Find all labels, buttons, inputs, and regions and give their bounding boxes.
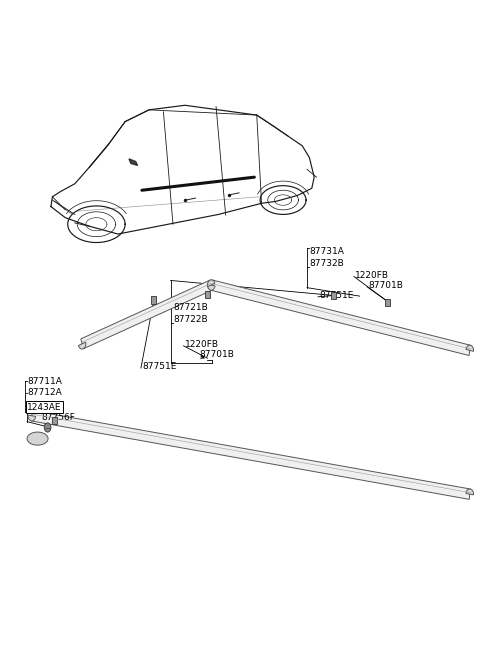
Text: 87731A: 87731A: [310, 247, 344, 256]
Text: 87701B: 87701B: [199, 350, 234, 359]
Text: 87721B: 87721B: [173, 303, 208, 312]
Text: 1243AE: 1243AE: [27, 403, 61, 412]
Bar: [331, 292, 336, 299]
Polygon shape: [129, 159, 138, 166]
Bar: [205, 291, 210, 298]
Polygon shape: [211, 280, 470, 356]
Polygon shape: [207, 280, 215, 287]
Bar: [52, 417, 57, 424]
Polygon shape: [28, 415, 36, 421]
Text: 87712A: 87712A: [27, 388, 62, 398]
Polygon shape: [466, 489, 474, 495]
Polygon shape: [466, 345, 474, 351]
Text: 87756F: 87756F: [41, 413, 75, 422]
Text: 87711A: 87711A: [27, 377, 62, 386]
Text: 87732B: 87732B: [310, 259, 344, 268]
Polygon shape: [78, 342, 86, 349]
Polygon shape: [27, 432, 48, 445]
Polygon shape: [31, 411, 470, 499]
Text: 87751E: 87751E: [319, 291, 353, 300]
Polygon shape: [207, 284, 215, 290]
Bar: [151, 297, 156, 304]
Polygon shape: [81, 280, 213, 349]
Text: 87751E: 87751E: [142, 362, 176, 371]
Text: 87701B: 87701B: [368, 281, 403, 290]
Text: 87722B: 87722B: [173, 315, 208, 324]
Text: 1220FB: 1220FB: [184, 340, 218, 349]
Bar: [385, 299, 390, 307]
Text: 1220FB: 1220FB: [355, 271, 389, 280]
Circle shape: [44, 423, 51, 432]
